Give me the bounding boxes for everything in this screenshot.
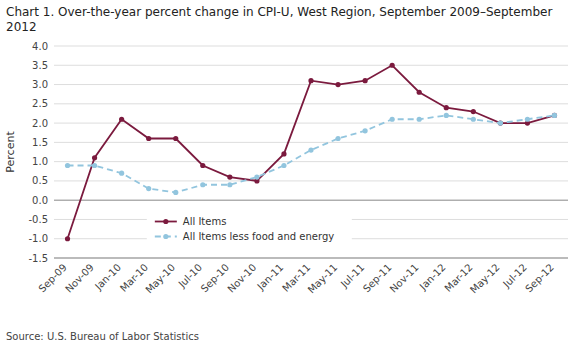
x-tick-label: Sep-12 <box>523 262 556 295</box>
zero-line <box>54 200 568 201</box>
grid-line <box>54 161 568 162</box>
grid-line <box>54 103 568 104</box>
y-tick-label: -0.5 <box>28 214 48 225</box>
y-tick-label: 2.0 <box>32 118 48 129</box>
x-tick-label: Sep-09 <box>36 262 69 295</box>
grid-line <box>54 84 568 85</box>
x-tick-label: May-12 <box>468 262 502 296</box>
point <box>119 117 124 122</box>
point <box>498 120 503 125</box>
point <box>173 136 178 141</box>
point <box>92 155 97 160</box>
y-tick-label: 3.5 <box>32 60 48 71</box>
point <box>92 163 97 168</box>
point <box>308 147 313 152</box>
point <box>146 186 151 191</box>
y-tick-label: -1.5 <box>28 253 48 264</box>
y-tick-label: 0.5 <box>32 175 48 186</box>
grid-line <box>54 65 568 66</box>
point <box>444 113 449 118</box>
point <box>65 236 70 241</box>
y-tick-label: 1.5 <box>32 137 48 148</box>
x-tick-label: Sep-10 <box>199 262 232 295</box>
point <box>552 113 557 118</box>
grid <box>54 46 568 258</box>
grid-line <box>54 258 568 259</box>
x-axis-line <box>54 258 568 259</box>
x-tick-label: Nov-11 <box>388 262 421 295</box>
point <box>390 63 395 68</box>
legend-label: All Items less food and energy <box>183 231 334 242</box>
point <box>335 82 340 87</box>
y-axis-label: Percent <box>4 131 17 173</box>
point <box>281 163 286 168</box>
grid-line <box>54 142 568 143</box>
point <box>363 128 368 133</box>
point <box>227 182 232 187</box>
point <box>281 151 286 156</box>
point <box>417 117 422 122</box>
series-line <box>68 115 555 192</box>
source-note: Source: U.S. Bureau of Labor Statistics <box>6 331 199 342</box>
point <box>498 120 503 125</box>
legend-box <box>147 210 352 248</box>
point <box>119 171 124 176</box>
point <box>227 174 232 179</box>
point <box>173 190 178 195</box>
point <box>308 78 313 83</box>
point <box>417 90 422 95</box>
y-tick-label: 4.0 <box>32 41 48 52</box>
legend: All Items All Items less food and energy <box>147 210 352 248</box>
point <box>254 174 259 179</box>
legend-marker <box>163 234 168 239</box>
point <box>146 136 151 141</box>
point <box>65 163 70 168</box>
point <box>525 117 530 122</box>
grid-line <box>54 46 568 47</box>
y-tick-label: 3.0 <box>32 79 48 90</box>
point <box>335 136 340 141</box>
x-tick-label: Nov-10 <box>225 262 258 295</box>
point <box>363 78 368 83</box>
x-tick-label: May-10 <box>143 262 177 296</box>
grid-line <box>54 180 568 181</box>
grid-line <box>54 123 568 124</box>
y-tick-label: -1.0 <box>28 233 48 244</box>
x-tick-label: Sep-11 <box>361 262 394 295</box>
y-tick-label: 0.0 <box>32 195 48 206</box>
point <box>200 182 205 187</box>
y-tick-label: 1.0 <box>32 156 48 167</box>
legend-marker <box>163 219 168 224</box>
legend-label: All Items <box>183 216 227 227</box>
y-tick-label: 2.5 <box>32 98 48 109</box>
point <box>200 163 205 168</box>
x-tick-label: May-11 <box>306 262 340 296</box>
point <box>471 109 476 114</box>
point <box>471 117 476 122</box>
point <box>444 105 449 110</box>
point <box>390 117 395 122</box>
x-tick-label: Nov-09 <box>63 262 96 295</box>
title: Chart 1. Over-the-year percent change in… <box>6 5 552 34</box>
point <box>552 113 557 118</box>
